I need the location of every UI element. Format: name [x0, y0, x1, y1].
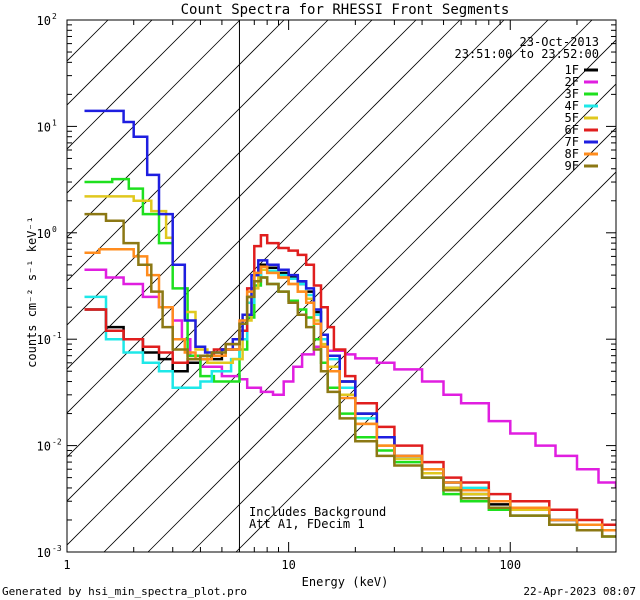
hatch-line	[67, 20, 373, 326]
legend-label-3F: 3F	[565, 87, 579, 101]
footer-generated-by: Generated by hsi_min_spectra_plot.pro	[2, 585, 247, 598]
hatch-line	[0, 20, 20, 552]
hatch-line	[67, 20, 109, 62]
x-axis-label: Energy (keV)	[302, 575, 389, 589]
series-line-3F	[84, 177, 616, 538]
time-range-label: 23:51:00 to 23:52:00	[455, 47, 600, 61]
legend-label-4F: 4F	[565, 99, 579, 113]
y-tick-label: 10	[37, 546, 51, 560]
hatch-line	[235, 171, 616, 552]
x-tick-label: 1	[63, 558, 70, 572]
legend-label-8F: 8F	[565, 147, 579, 161]
series-line-8F	[84, 248, 616, 532]
y-tick-label: 10	[37, 227, 51, 241]
series-line-5F	[84, 195, 616, 532]
y-axis-label: counts cm⁻² s⁻¹ keV⁻¹	[25, 216, 39, 368]
hatch-line	[147, 83, 616, 552]
hatch-line	[67, 20, 153, 106]
axis-ticks	[66, 19, 617, 553]
y-tick-label: 10	[37, 14, 51, 28]
series-line-2F	[84, 268, 616, 488]
y-tick-exponent: 2	[52, 12, 57, 21]
y-tick-label: 10	[37, 333, 51, 347]
series-layer	[84, 109, 616, 538]
plot-frame	[66, 19, 617, 553]
legend-label-5F: 5F	[565, 111, 579, 125]
hatch-line	[67, 20, 593, 546]
legend-label-2F: 2F	[565, 75, 579, 89]
hatch-line	[67, 20, 461, 414]
footer-timestamp: 22-Apr-2023 08:07	[523, 585, 636, 598]
hatch-line	[103, 39, 616, 552]
hatch-line	[67, 20, 505, 458]
annotation-attenuator: Att A1, FDecim 1	[249, 517, 365, 531]
legend-label-9F: 9F	[565, 159, 579, 173]
hatch-line	[191, 127, 616, 552]
annotation-background: Includes Background	[249, 505, 386, 519]
x-tick-label: 100	[499, 558, 521, 572]
date-label: 23-Oct-2013	[520, 35, 599, 49]
legend-label-7F: 7F	[565, 135, 579, 149]
x-tick-label: 10	[281, 558, 295, 572]
series-line-9F	[84, 212, 616, 538]
hatch-line	[67, 20, 241, 194]
y-tick-exponent: 1	[52, 118, 57, 127]
y-tick-exponent: -3	[52, 544, 62, 553]
hatch-line	[67, 20, 285, 238]
series-line-6F	[84, 233, 616, 527]
y-tick-label: 10	[37, 440, 51, 454]
hatch-line	[67, 20, 197, 150]
hatch-line	[67, 20, 417, 370]
y-tick-exponent: -2	[52, 438, 62, 447]
y-tick-label: 10	[37, 120, 51, 134]
legend-label-1F: 1F	[565, 63, 579, 77]
y-tick-exponent: 0	[52, 225, 57, 234]
chart-title: Count Spectra for RHESSI Front Segments	[181, 2, 510, 18]
y-tick-exponent: -1	[52, 331, 62, 340]
legend-label-6F: 6F	[565, 123, 579, 137]
hatch-line	[67, 20, 549, 502]
